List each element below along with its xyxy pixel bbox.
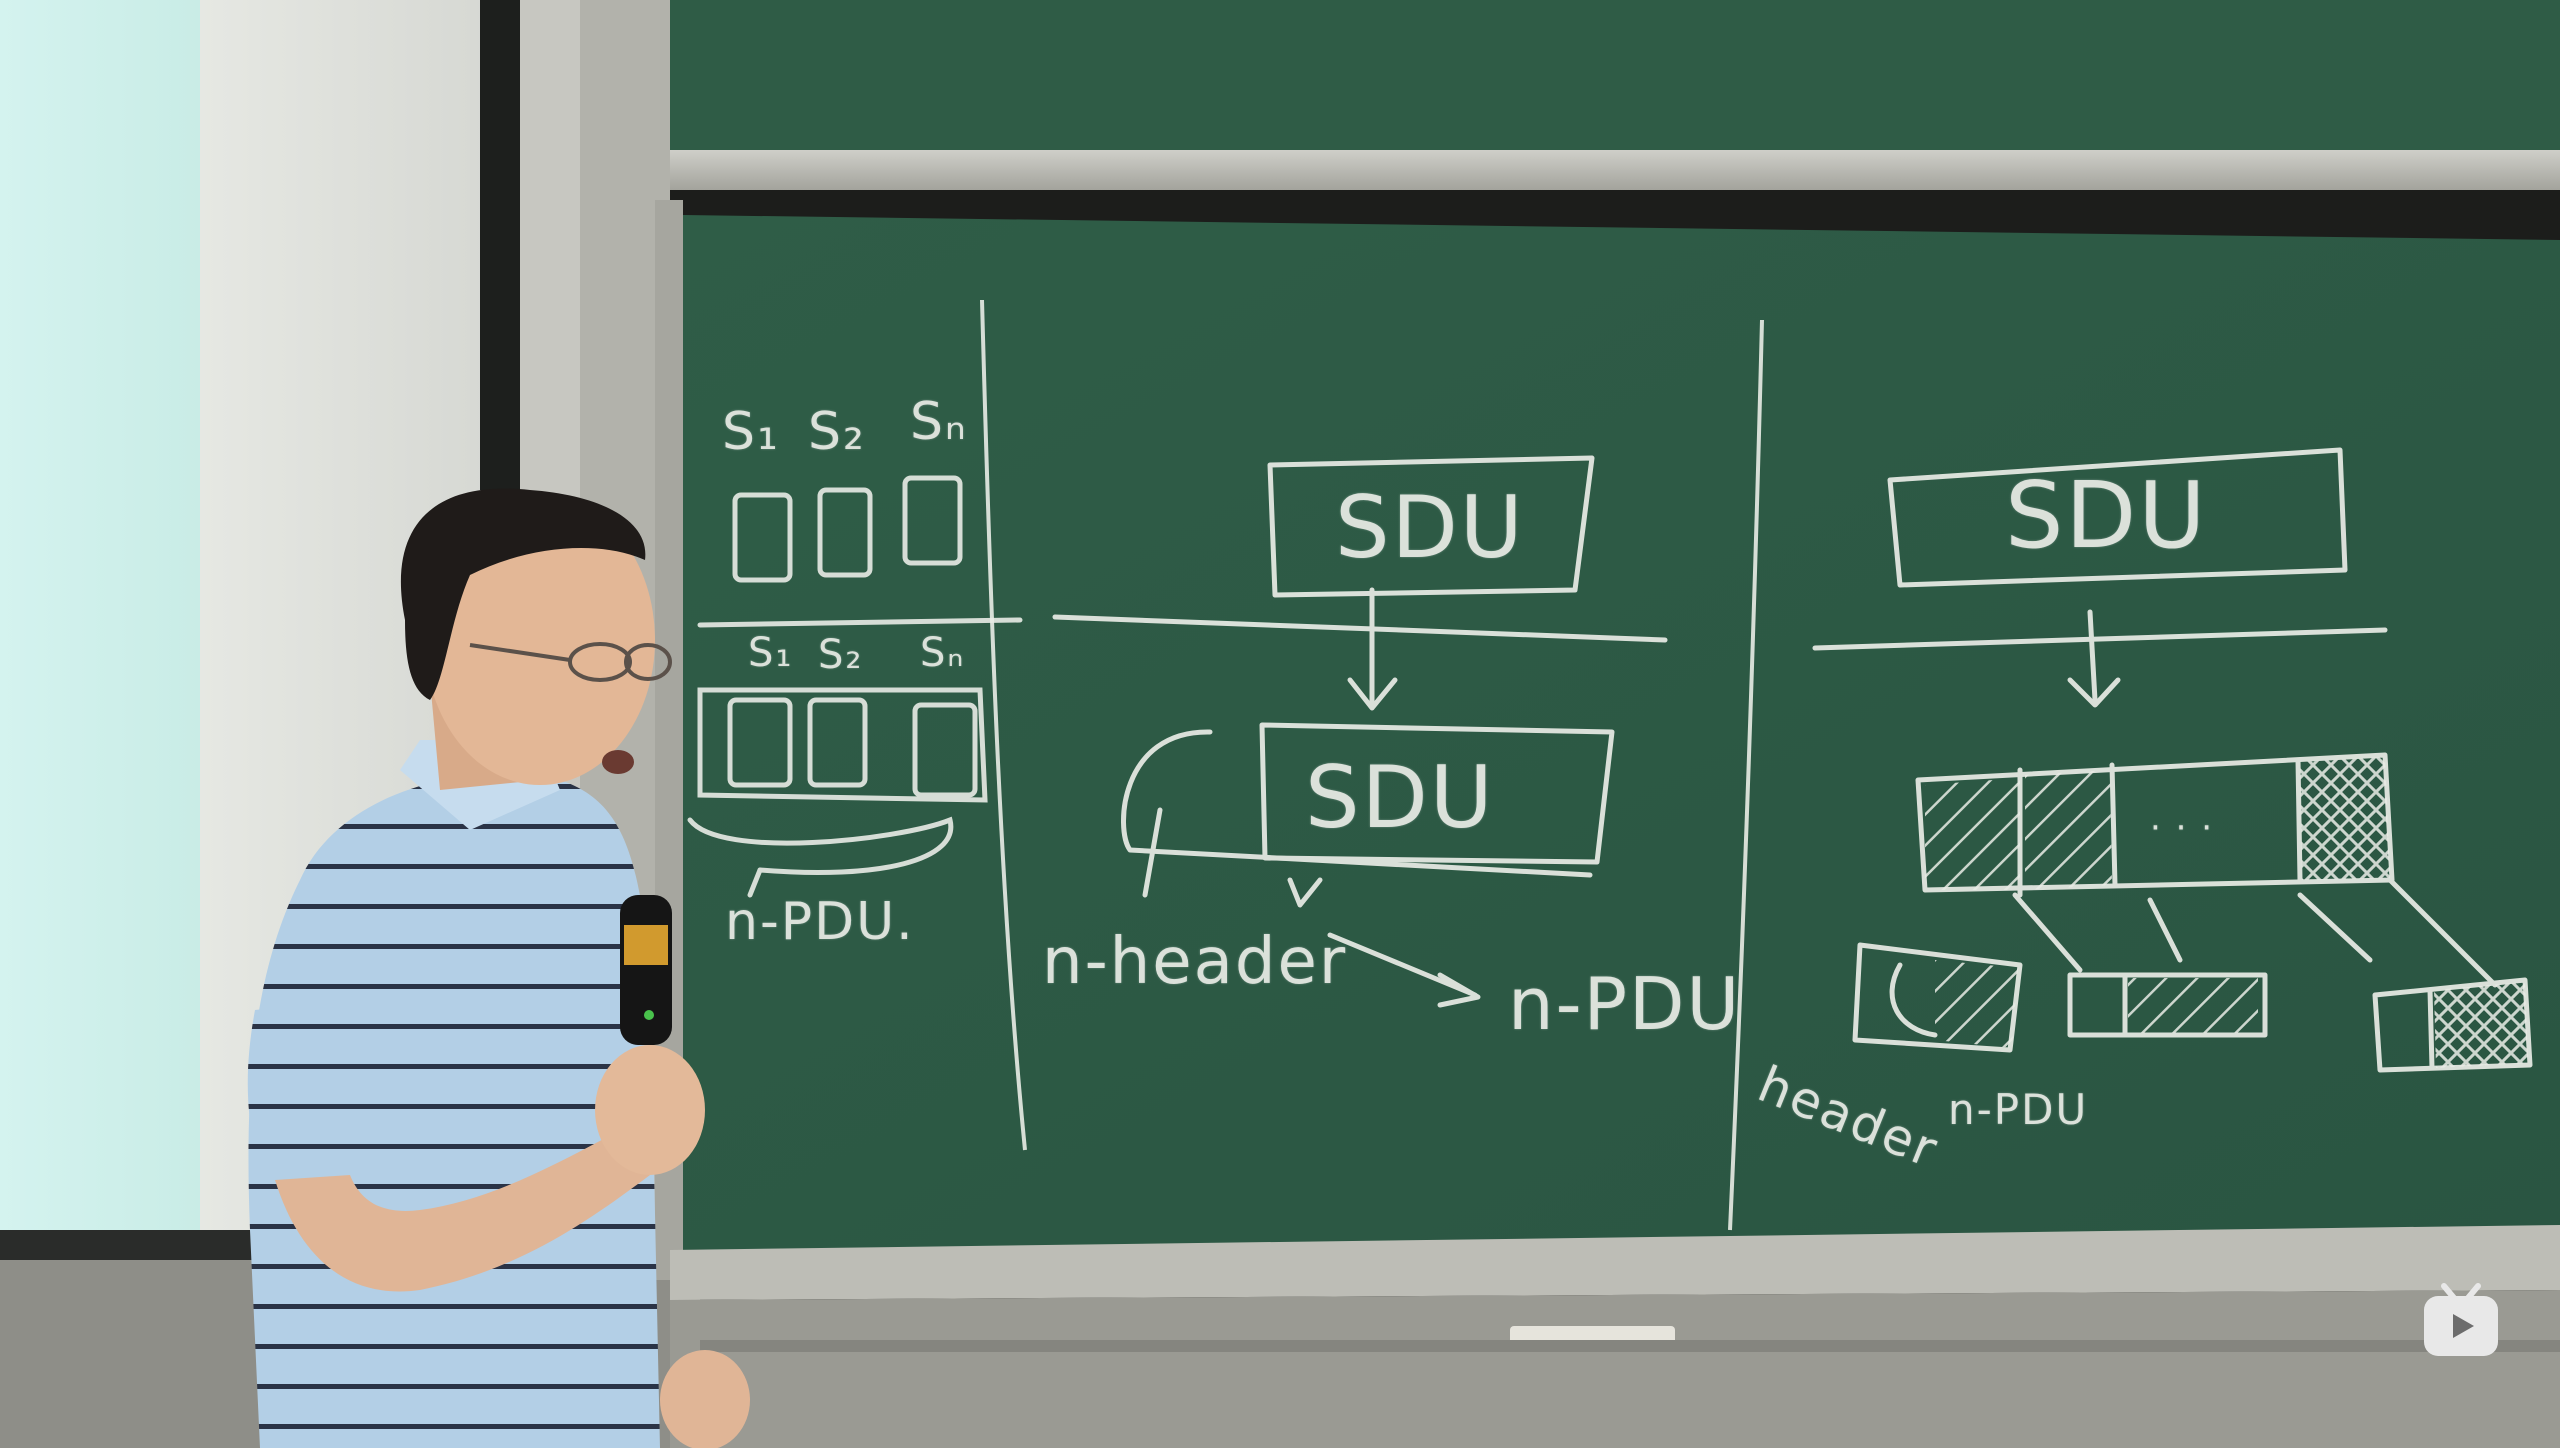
left-bottom-label-s2: S₂ xyxy=(818,632,864,678)
left-top-label-s2: S₂ xyxy=(808,402,866,462)
bilibili-tv-icon xyxy=(2420,1280,2502,1360)
left-bottom-label-s1: S₁ xyxy=(748,630,794,676)
middle-header-label: n-header xyxy=(1042,925,1348,999)
left-top-label-s1: S₁ xyxy=(722,402,780,462)
right-pdu-label: n-PDU xyxy=(1948,1085,2089,1134)
middle-pdu-label: n-PDU xyxy=(1508,962,1742,1046)
left-pdu-label: n-PDU. xyxy=(725,892,915,952)
projection-screen xyxy=(0,0,200,1230)
main-chalkboard xyxy=(683,215,2560,1250)
right-dots: · · · xyxy=(2150,808,2215,848)
upper-chalkboard xyxy=(670,0,2560,170)
right-sdu-top: SDU xyxy=(2005,462,2208,569)
middle-sdu-bottom: SDU xyxy=(1305,748,1495,848)
left-bottom-label-sn: Sₙ xyxy=(920,630,966,676)
middle-sdu-top: SDU xyxy=(1335,478,1525,578)
lecturer xyxy=(247,488,750,1448)
left-top-label-sn: Sₙ xyxy=(910,392,968,452)
